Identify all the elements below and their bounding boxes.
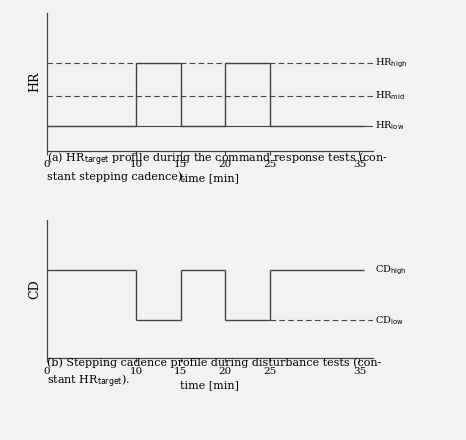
Text: HR$_{\mathrm{mid}}$: HR$_{\mathrm{mid}}$ <box>376 89 405 103</box>
Text: (a) HR$_{\mathrm{target}}$ profile during the command response tests (con-
stant: (a) HR$_{\mathrm{target}}$ profile durin… <box>47 151 388 183</box>
Text: (b) Stepping cadence profile during disturbance tests (con-
stant HR$_{\mathrm{t: (b) Stepping cadence profile during dist… <box>47 358 381 390</box>
Text: HR$_{\mathrm{high}}$: HR$_{\mathrm{high}}$ <box>376 57 408 70</box>
X-axis label: time [min]: time [min] <box>180 380 239 390</box>
Y-axis label: CD: CD <box>28 279 41 299</box>
Text: HR$_{\mathrm{low}}$: HR$_{\mathrm{low}}$ <box>376 120 405 132</box>
Text: CD$_{\mathrm{low}}$: CD$_{\mathrm{low}}$ <box>376 314 404 326</box>
Y-axis label: HR: HR <box>28 72 41 92</box>
X-axis label: time [min]: time [min] <box>180 173 239 183</box>
Text: CD$_{\mathrm{high}}$: CD$_{\mathrm{high}}$ <box>376 264 407 277</box>
